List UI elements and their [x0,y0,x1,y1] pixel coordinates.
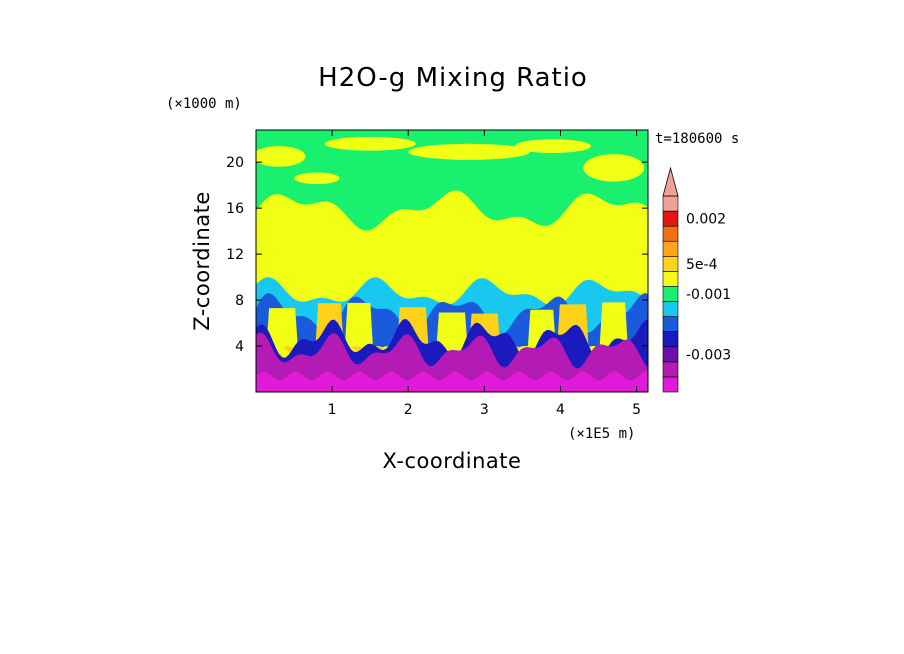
colorbar-level [662,316,679,332]
y-axis-unit: (×1000 m) [166,96,242,112]
y-tick-label: 12 [226,247,244,263]
patch-5 [294,172,340,185]
band-magenta [256,371,648,392]
plot-frame [255,129,649,393]
patch-4 [583,154,645,182]
x-tick-label: 2 [404,402,413,418]
patch-3 [514,139,591,153]
colorbar-level [662,271,679,287]
x-axis-unit: (×1E5 m) [568,426,635,442]
colorbar-level [662,361,679,378]
colorbar-level [662,346,679,363]
y-tick-label: 16 [226,201,244,217]
contour-field [256,130,648,392]
colorbar-label: -0.001 [686,287,731,303]
colorbar-level [662,195,679,212]
x-tick-label: 5 [632,402,641,418]
colorbar-level [662,210,679,227]
colorbar-label: 0.002 [686,212,726,228]
colorbar-level [662,376,679,393]
y-tick-label: 4 [235,339,244,355]
y-tick-label: 20 [226,155,244,171]
chart-title: H2O-g Mixing Ratio [318,63,588,93]
colorbar-level [662,225,679,242]
x-tick-label: 3 [480,402,489,418]
colorbar: -0.003 -0.001 5e-4 0.002 [662,166,731,393]
colorbar-level [662,301,679,317]
patch-1 [324,136,416,151]
x-tick-label: 1 [328,402,337,418]
x-tick-label: 4 [556,402,565,418]
colorbar-level [662,286,679,302]
patch-0 [256,146,306,167]
time-label: t=180600 s [655,131,739,147]
plume-6 [256,309,648,365]
colorbar-level [662,240,679,257]
colorbar-level [662,331,679,348]
y-axis-ticks: 4 8 12 16 20 [226,155,648,355]
patch-2 [408,143,531,160]
colorbar-extend-arrow [662,166,679,197]
x-axis-label: X-coordinate [383,449,522,473]
y-tick-label: 8 [235,293,244,309]
colorbar-label: 5e-4 [686,257,718,273]
y-axis-label: Z-coordinate [190,191,214,331]
x-axis-ticks: 1 2 3 4 5 [328,130,641,418]
colorbar-label: -0.003 [686,347,731,363]
colorbar-level [662,256,679,272]
